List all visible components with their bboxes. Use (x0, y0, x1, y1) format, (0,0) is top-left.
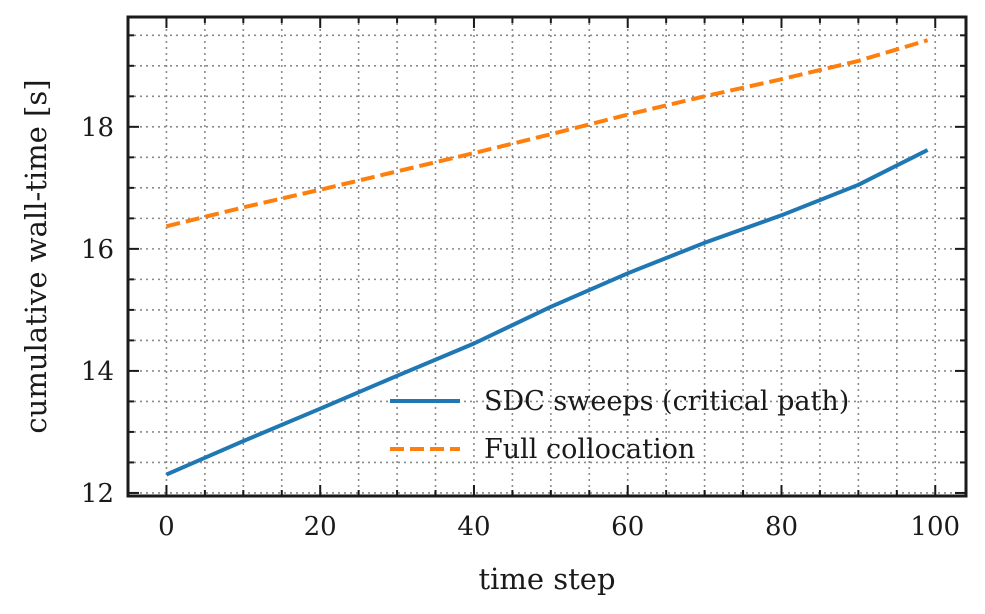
axis-ticks (127, 17, 966, 496)
x-tick-label: 80 (765, 512, 798, 542)
y-tick-label: 18 (81, 113, 114, 143)
y-tick-label: 12 (81, 479, 114, 509)
y-axis-label: cumulative wall-time [s] (19, 79, 53, 433)
legend: SDC sweeps (critical path) Full collocati… (390, 386, 849, 465)
legend-label-1: Full collocation (484, 434, 695, 465)
series-line-1 (165, 38, 929, 229)
x-tick-label: 100 (910, 512, 960, 542)
x-tick-label: 40 (457, 512, 490, 542)
y-tick-label: 16 (81, 235, 114, 265)
x-tick-label: 0 (158, 512, 175, 542)
tick-labels: 0 20 40 60 80 100 12 14 16 18 (81, 113, 960, 542)
legend-label-0: SDC sweeps (critical path) (484, 386, 849, 417)
series-lines (165, 38, 929, 477)
x-tick-label: 20 (304, 512, 337, 542)
x-tick-label: 60 (611, 512, 644, 542)
plot-frame (126, 15, 968, 498)
y-tick-label: 14 (81, 357, 114, 387)
x-axis-label: time step (478, 562, 615, 596)
grid-lines (127, 17, 966, 496)
series-line-0 (165, 148, 929, 477)
